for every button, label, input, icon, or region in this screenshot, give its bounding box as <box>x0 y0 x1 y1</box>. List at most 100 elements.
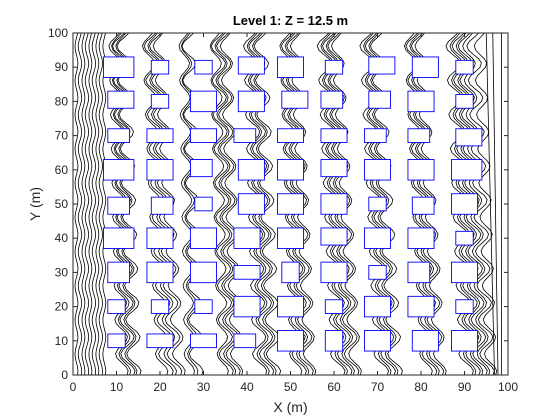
obstacle-rect <box>407 261 431 284</box>
obstacle-rect <box>150 94 170 109</box>
obstacle-rect <box>150 299 170 314</box>
obstacle-rect <box>277 56 305 78</box>
streamline <box>102 32 107 376</box>
y-tick-label: 0 <box>61 368 68 382</box>
obstacle-rect <box>320 193 348 215</box>
obstacle-rect <box>451 261 479 284</box>
streamline <box>252 32 277 376</box>
obstacle-rect <box>189 261 217 284</box>
obstacle-rect <box>277 295 305 318</box>
streamline <box>216 32 241 376</box>
obstacle-rect <box>368 56 396 75</box>
obstacle-rect <box>107 128 131 143</box>
obstacle-rect <box>364 128 387 143</box>
obstacle-rect <box>364 295 392 318</box>
obstacle-rect <box>237 90 265 113</box>
x-tick-label: 30 <box>197 380 211 394</box>
streamline <box>219 32 244 376</box>
x-tick-label: 0 <box>70 380 77 394</box>
obstacle-rect <box>102 56 135 78</box>
obstacle-rect <box>146 159 174 181</box>
obstacle-rect <box>277 227 305 249</box>
x-tick-label: 90 <box>458 380 472 394</box>
y-tick-label: 60 <box>55 163 69 177</box>
streamline <box>178 32 196 376</box>
obstacle-rect <box>455 230 474 246</box>
obstacle-rect <box>189 227 217 249</box>
y-tick-label: 30 <box>55 265 69 279</box>
obstacle-rect <box>146 333 174 349</box>
streamline <box>248 32 275 376</box>
obstacle-rect <box>451 193 479 215</box>
x-tick-label: 80 <box>414 380 428 394</box>
y-axis-label: Y (m) <box>27 187 43 221</box>
obstacle-rect <box>455 299 474 314</box>
streamline <box>152 32 186 376</box>
y-tick-label: 80 <box>55 94 69 108</box>
obstacle-rect <box>407 128 431 143</box>
obstacle-rect <box>237 193 265 215</box>
streamline <box>289 32 317 376</box>
obstacle-rect <box>455 128 483 147</box>
obstacle-rect <box>150 59 170 75</box>
y-tick-label: 10 <box>55 334 69 348</box>
obstacle-rect <box>146 261 174 284</box>
obstacle-rect <box>194 59 213 75</box>
obstacle-rect <box>277 330 305 352</box>
streamline <box>210 32 234 376</box>
obstacle-rect <box>102 159 135 181</box>
obstacle-rect <box>107 333 126 349</box>
obstacle-rect <box>320 261 348 284</box>
streamline <box>88 32 93 376</box>
streamline <box>327 32 360 376</box>
obstacles-series <box>102 56 483 352</box>
obstacle-rect <box>324 299 344 314</box>
obstacle-rect <box>194 196 213 212</box>
y-tick-label: 50 <box>55 197 69 211</box>
obstacle-rect <box>233 128 257 143</box>
obstacle-rect <box>237 56 265 75</box>
obstacle-rect <box>277 128 305 143</box>
obstacle-rect <box>320 227 348 246</box>
y-tick-label: 40 <box>55 231 69 245</box>
obstacle-rect <box>364 330 392 352</box>
obstacle-rect <box>189 159 213 178</box>
obstacle-rect <box>233 333 257 349</box>
obstacle-rect <box>233 227 261 249</box>
x-axis-label: X (m) <box>273 399 307 415</box>
obstacle-rect <box>451 159 483 181</box>
y-tick-label: 90 <box>55 60 69 74</box>
obstacle-rect <box>320 128 348 143</box>
obstacle-rect <box>411 56 439 78</box>
streamline <box>485 32 495 376</box>
obstacle-rect <box>281 90 309 109</box>
obstacle-rect <box>194 299 213 314</box>
streamline <box>214 32 237 376</box>
streamline <box>369 32 403 376</box>
obstacle-rect <box>102 227 135 249</box>
streamline <box>368 32 399 376</box>
obstacle-rect <box>107 90 135 109</box>
obstacle-rect <box>277 159 305 181</box>
streamline <box>84 32 90 376</box>
obstacle-rect <box>368 196 387 212</box>
obstacle-rect <box>233 295 261 318</box>
obstacle-rect <box>189 90 217 113</box>
obstacle-rect <box>451 330 479 352</box>
streamline <box>331 32 362 376</box>
x-tick-label: 20 <box>153 380 167 394</box>
obstacle-rect <box>277 193 305 215</box>
obstacle-rect <box>364 227 392 249</box>
x-tick-label: 100 <box>498 380 518 394</box>
streamline <box>414 32 447 376</box>
streamline <box>81 32 86 376</box>
x-tick-label: 40 <box>240 380 254 394</box>
obstacle-rect <box>107 299 126 314</box>
obstacle-rect <box>368 90 391 109</box>
streamline <box>492 32 499 376</box>
streamline <box>253 32 282 376</box>
obstacle-rect <box>324 59 344 75</box>
streamline <box>286 32 314 376</box>
obstacle-rect <box>411 196 435 215</box>
